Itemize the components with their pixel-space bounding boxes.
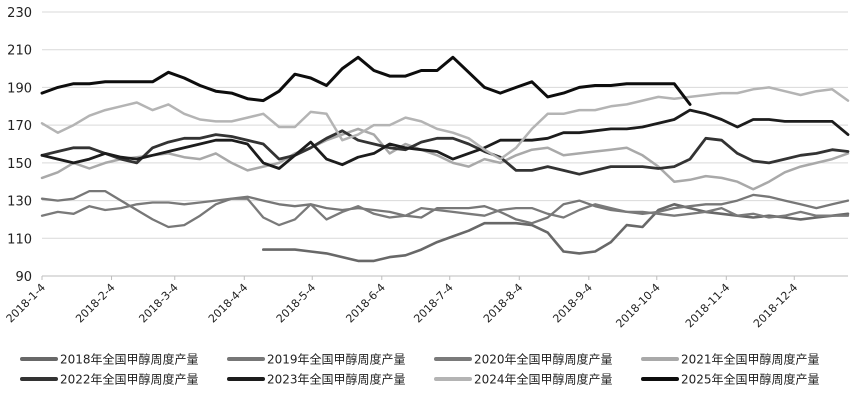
legend-label: 2021年全国甲醇周度产量 [681,352,820,367]
legend-label: 2019年全国甲醇周度产量 [267,352,406,367]
series-line-6 [40,108,850,170]
legend-label: 2023年全国甲醇周度产量 [267,372,406,387]
x-tick-label: 2018-7-4 [411,281,456,326]
legend-label: 2020年全国甲醇周度产量 [474,352,613,367]
legend-label: 2025年全国甲醇周度产量 [681,372,820,387]
legend-label: 2018年全国甲醇周度产量 [60,352,199,367]
y-tick-label: 170 [7,119,32,134]
series-line-2 [40,189,850,229]
x-tick-label: 2018-10-4 [613,281,662,330]
y-tick-label: 90 [15,270,32,285]
y-tick-label: 210 [7,44,32,59]
legend-label: 2024年全国甲醇周度产量 [474,372,613,387]
x-tick-label: 2018-1-4 [4,281,49,326]
x-tick-label: 2018-4-4 [206,281,251,326]
series-line-3 [40,197,850,227]
y-tick-label: 190 [7,81,32,96]
x-tick-label: 2018-6-4 [343,281,388,326]
series-line-7 [40,86,850,161]
y-tick-label: 130 [7,195,32,210]
x-tick-label: 2018-11-4 [683,281,732,330]
x-tick-label: 2018-8-4 [481,281,526,326]
x-tick-label: 2018-9-4 [550,281,595,326]
x-tick-label: 2018-2-4 [73,281,118,326]
y-tick-label: 150 [7,157,32,172]
series-line-8 [40,55,692,106]
series-line-5 [40,129,850,176]
y-tick-label: 110 [7,232,32,247]
x-tick-label: 2018-3-4 [136,281,181,326]
series-line-4 [40,127,850,191]
x-tick-label: 2018-12-4 [751,281,800,330]
series-line-1 [261,203,850,263]
x-tick-label: 2018-5-4 [274,281,319,326]
y-tick-label: 230 [7,6,32,21]
legend-label: 2022年全国甲醇周度产量 [60,372,199,387]
